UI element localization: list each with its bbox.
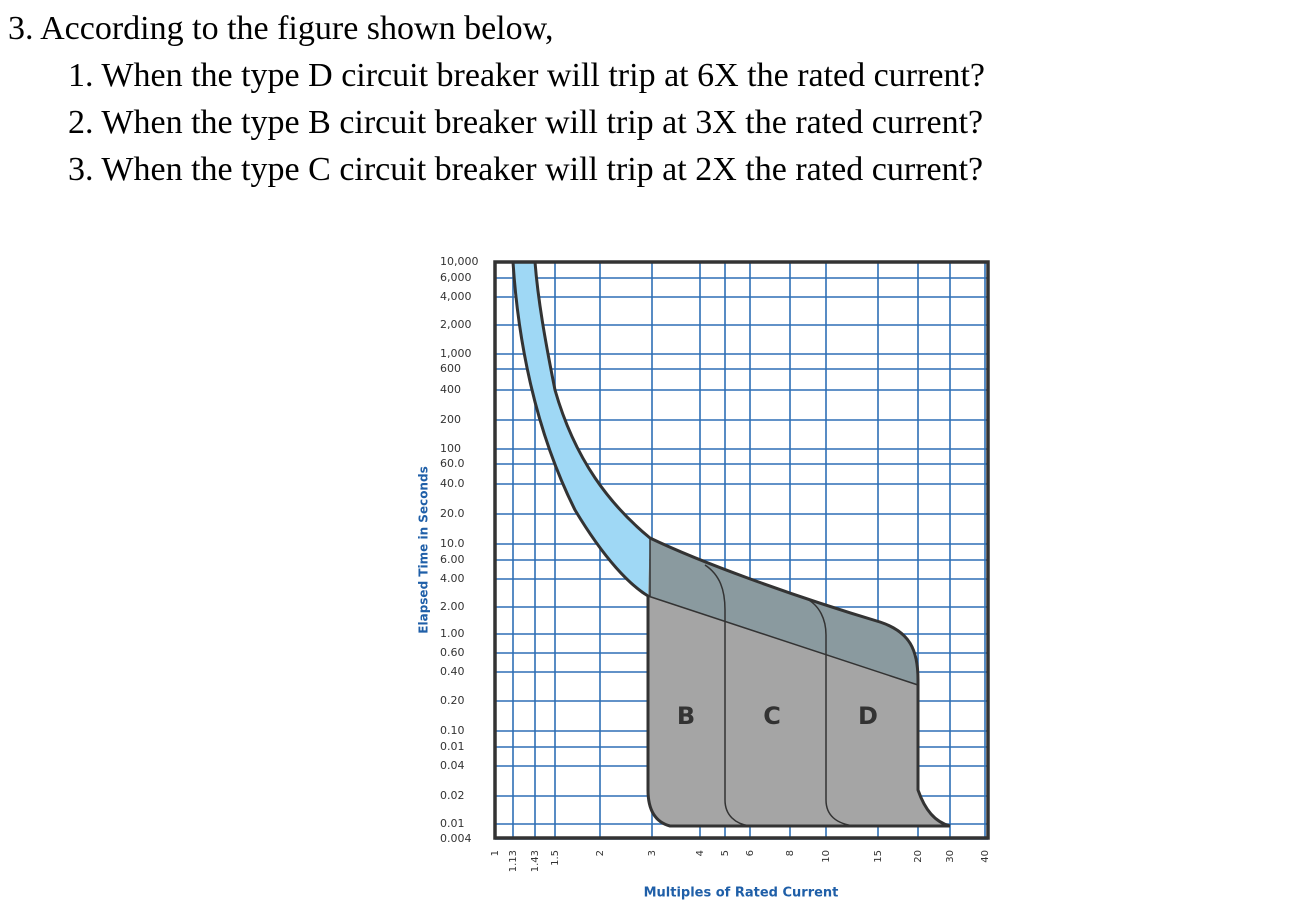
y-tick-label: 0.02 bbox=[440, 789, 465, 802]
x-tick-label: 3 bbox=[647, 850, 658, 856]
y-tick-label: 6.00 bbox=[440, 553, 465, 566]
question-item: 2. When the type B circuit breaker will … bbox=[68, 104, 984, 141]
dividers bbox=[647, 538, 919, 827]
plot-frame bbox=[493, 260, 990, 840]
x-tick-label: 1.13 bbox=[508, 850, 519, 872]
x-tick-label: 1.5 bbox=[550, 850, 561, 866]
y-tick-label: 100 bbox=[440, 442, 461, 455]
region-label: D bbox=[858, 702, 878, 730]
x-tick-label: 5 bbox=[720, 850, 731, 856]
y-tick-label: 4.00 bbox=[440, 572, 465, 585]
blue-band bbox=[513, 262, 650, 596]
y-tick-label: 0.004 bbox=[440, 832, 472, 845]
y-tick-label: 6,000 bbox=[440, 271, 472, 284]
region-label: B bbox=[677, 702, 695, 730]
y-tick-label: 200 bbox=[440, 413, 461, 426]
y-tick-label: 400 bbox=[440, 383, 461, 396]
y-tick-label: 20.0 bbox=[440, 507, 465, 520]
question-item: 3. When the type C circuit breaker will … bbox=[68, 151, 984, 188]
curve bbox=[511, 261, 950, 828]
x-tick-label: 1 bbox=[490, 850, 501, 856]
question-title: 3. According to the figure shown below, bbox=[8, 10, 554, 47]
y-tick-label: 4,000 bbox=[440, 290, 472, 303]
y-tick-label: 1.00 bbox=[440, 627, 465, 640]
y-tick-label: 0.10 bbox=[440, 724, 465, 737]
y-tick-label: 0.04 bbox=[440, 759, 465, 772]
y-tick-label: 0.20 bbox=[440, 694, 465, 707]
x-tick-label: 1.43 bbox=[530, 850, 541, 872]
region-label: C bbox=[763, 702, 781, 730]
y-tick-label: 60.0 bbox=[440, 457, 465, 470]
divider bbox=[804, 597, 856, 827]
y-axis-label: Elapsed Time in Seconds bbox=[417, 466, 431, 633]
x-tick-label: 10 bbox=[821, 850, 832, 863]
y-tick-label: 0.01 bbox=[440, 740, 465, 753]
y-tick-label: 2,000 bbox=[440, 318, 472, 331]
curves bbox=[511, 261, 951, 828]
x-tick-label: 30 bbox=[945, 850, 956, 863]
x-tick-label: 6 bbox=[745, 850, 756, 856]
y-tick-label: 2.00 bbox=[440, 600, 465, 613]
x-axis-label: Multiples of Rated Current bbox=[644, 886, 839, 901]
x-tick-label: 15 bbox=[873, 850, 884, 863]
question-item: 1. When the type D circuit breaker will … bbox=[68, 57, 986, 94]
x-tick-label: 20 bbox=[913, 850, 924, 863]
curve bbox=[533, 261, 951, 828]
y-tick-label: 0.60 bbox=[440, 646, 465, 659]
y-tick-label: 40.0 bbox=[440, 477, 465, 490]
y-tick-label: 10.0 bbox=[440, 537, 465, 550]
y-tick-label: 10,000 bbox=[440, 255, 479, 268]
y-tick-label: 600 bbox=[440, 362, 461, 375]
x-tick-label: 4 bbox=[695, 850, 706, 856]
x-tick-label: 2 bbox=[595, 850, 606, 856]
x-tick-label: 40 bbox=[980, 850, 991, 863]
x-tick-label: 8 bbox=[785, 850, 796, 856]
divider bbox=[704, 564, 751, 827]
y-tick-label: 1,000 bbox=[440, 347, 472, 360]
divider bbox=[647, 595, 919, 686]
y-tick-label: 0.40 bbox=[440, 665, 465, 678]
y-tick-label: 0.01 bbox=[440, 817, 465, 830]
